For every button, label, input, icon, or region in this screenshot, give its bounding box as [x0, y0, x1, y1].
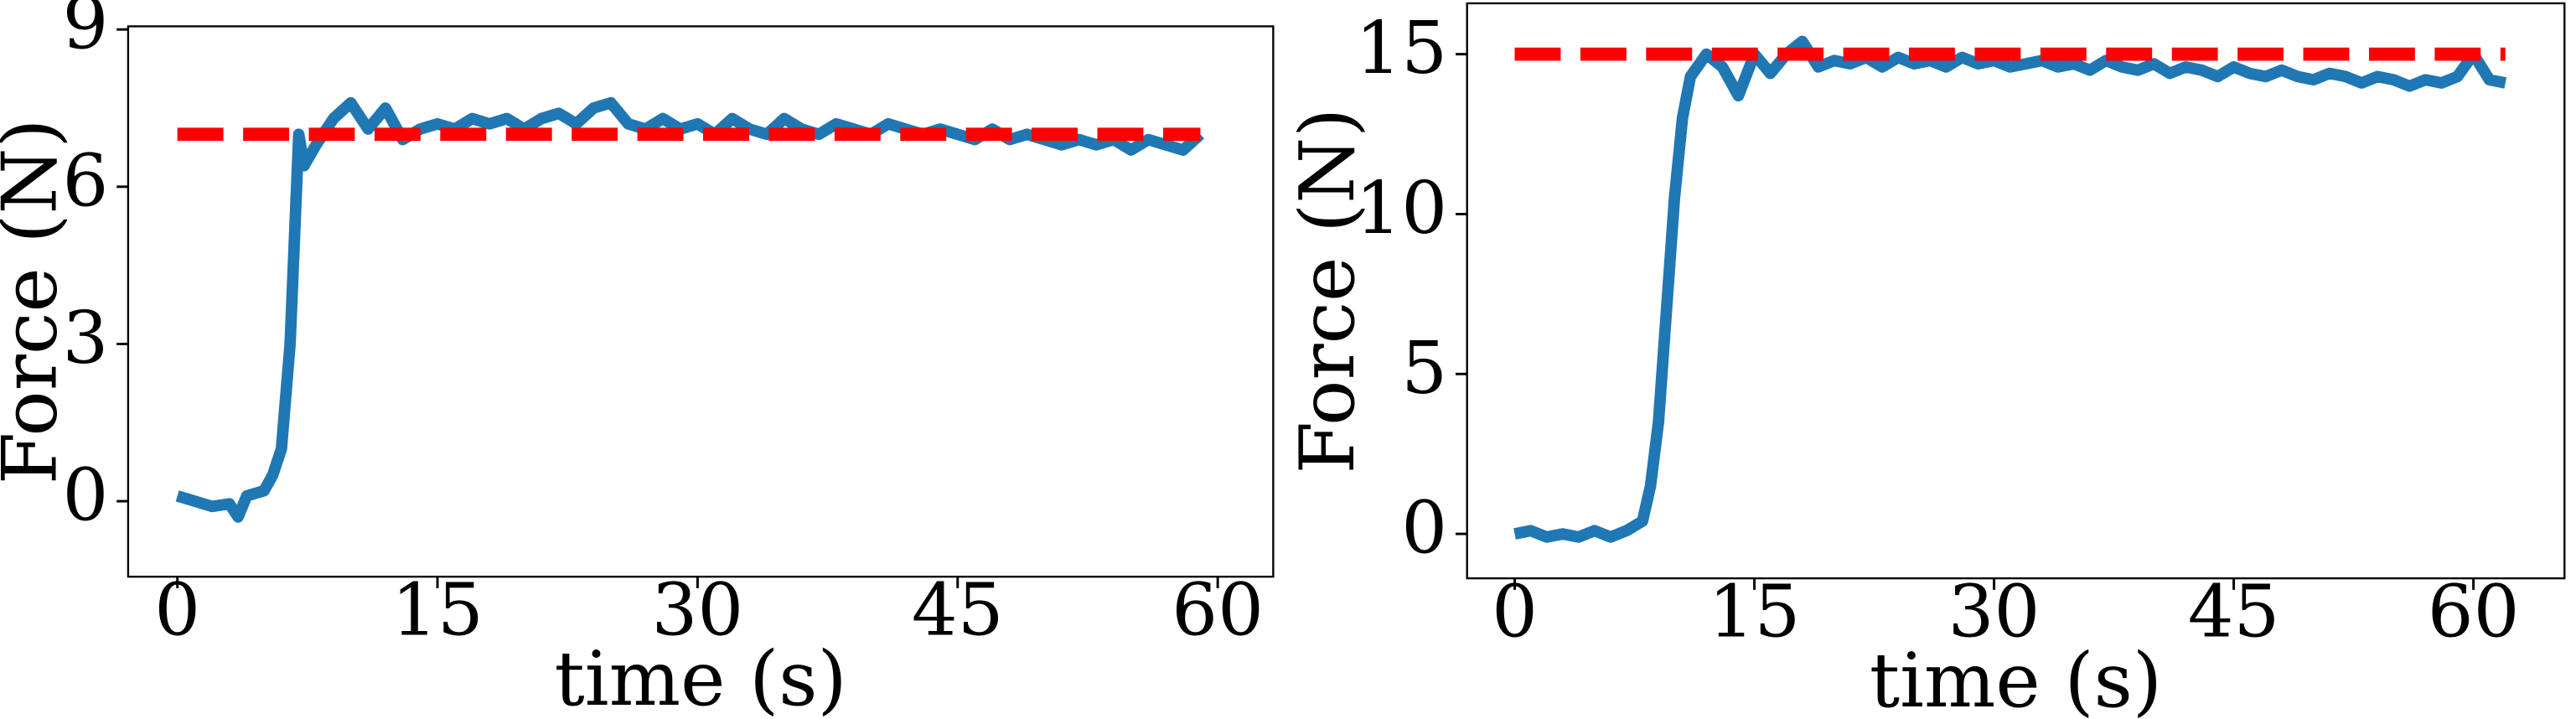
y-tick-label: 3: [63, 297, 109, 380]
x-axis-label: time (s): [555, 635, 847, 719]
y-tick-label: 0: [63, 454, 109, 538]
x-tick-label: 45: [2188, 571, 2280, 654]
x-tick-label: 30: [652, 569, 744, 653]
y-tick-label: 6: [63, 139, 109, 223]
x-tick-label: 60: [2428, 571, 2520, 654]
x-axis-label: time (s): [1870, 637, 2162, 719]
y-axis-label: Force (N): [1284, 108, 1372, 474]
y-tick-label: 0: [1401, 487, 1447, 571]
data-line: [1513, 35, 2507, 543]
y-tick-label: 9: [63, 0, 109, 66]
x-tick-label: 15: [391, 569, 484, 653]
x-tick-label: 60: [1172, 569, 1264, 653]
x-tick-label: 30: [1948, 571, 2041, 654]
data-line: [175, 96, 1205, 523]
x-tick-label: 45: [912, 569, 1004, 653]
y-tick-label: 15: [1355, 7, 1447, 91]
x-tick-label: 0: [1492, 571, 1538, 654]
y-tick-label: 10: [1355, 167, 1447, 251]
plot-frame: [127, 25, 1275, 578]
y-axis-label: Force (N): [0, 118, 74, 484]
x-tick-label: 0: [154, 569, 200, 653]
x-tick-label: 15: [1709, 571, 1801, 654]
y-tick-label: 5: [1401, 327, 1447, 411]
plot-frame: [1466, 2, 2566, 580]
